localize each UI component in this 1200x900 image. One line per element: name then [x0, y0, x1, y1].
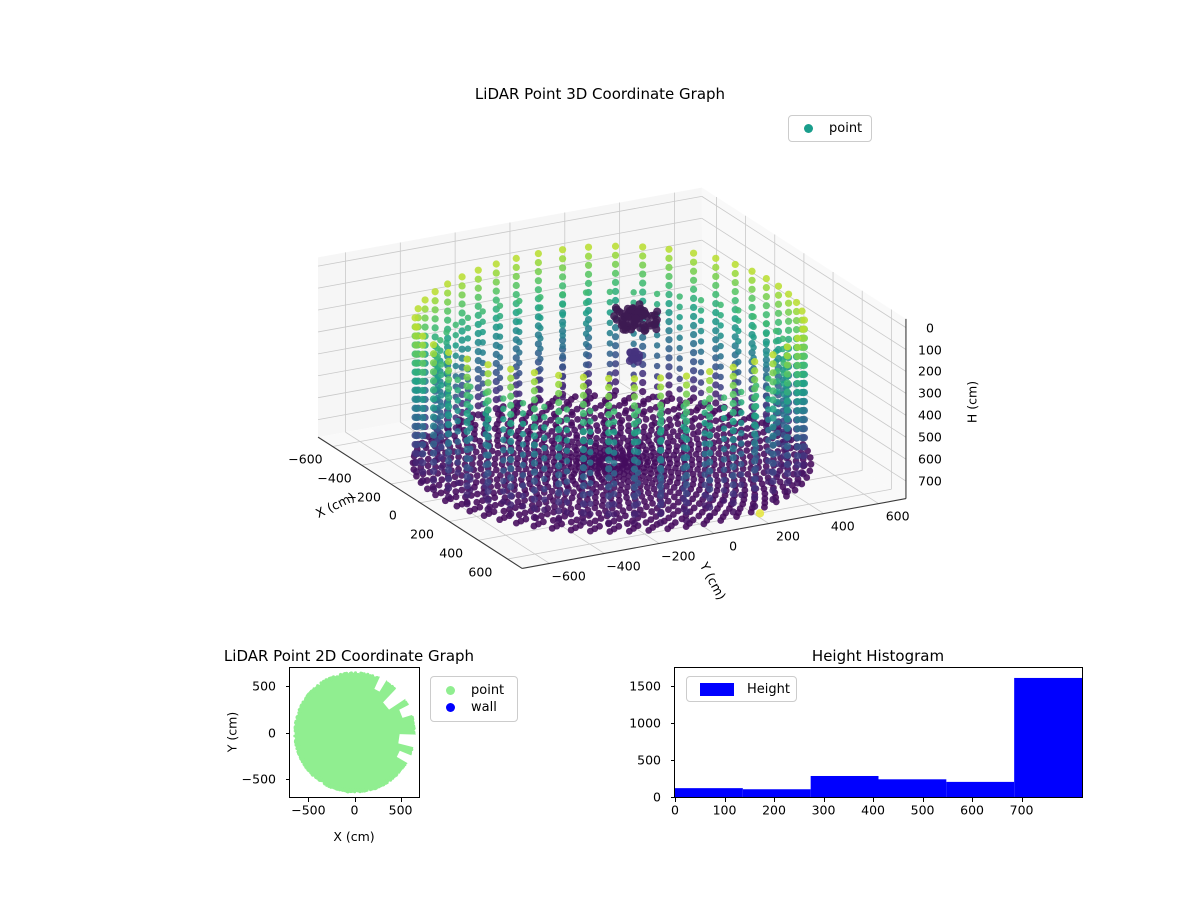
legend-entry-point: point — [798, 121, 862, 136]
plot3d-ztick: 600 — [918, 451, 942, 467]
plot3d-ztick: 200 — [918, 363, 942, 379]
histogram-xtick: 0 — [671, 802, 679, 818]
plot2d-xtick: 0 — [350, 802, 359, 818]
plot3d-zlabel: H (cm) — [964, 381, 980, 424]
plot3d-ytick: −600 — [551, 568, 586, 584]
histogram-xtick: 400 — [861, 802, 885, 818]
plot2d-canvas — [293, 671, 417, 794]
plot3d-ztick: 500 — [918, 429, 942, 445]
plot2d-xlabel: X (cm) — [333, 829, 375, 844]
histogram-legend[interactable]: Height — [686, 676, 797, 702]
histogram-ytickmark — [670, 760, 674, 762]
histogram-xtick: 300 — [811, 802, 836, 818]
histogram-ytick: 1500 — [629, 678, 661, 694]
histogram-xtickmark — [1021, 798, 1023, 802]
plot2d-axes[interactable] — [289, 667, 420, 798]
histogram-ytick: 0 — [653, 789, 661, 805]
plot3d-xtick: 0 — [388, 507, 397, 523]
histogram-xtickmark — [972, 798, 974, 802]
histogram-xtick: 200 — [762, 802, 786, 818]
plot2d-ytick: 0 — [268, 725, 276, 740]
plot2d-ytickmark — [285, 732, 289, 734]
legend-marker-height — [700, 682, 734, 696]
plot2d-ytick: 500 — [252, 678, 276, 694]
plot3d-ztick: 400 — [918, 407, 942, 423]
plot3d-xtick: 200 — [410, 526, 434, 542]
plot2d-xtickmark — [308, 798, 310, 802]
histogram-ytickmark — [670, 723, 674, 725]
plot2d-xtick: −500 — [291, 802, 326, 818]
plot3d-ytick: −400 — [606, 558, 641, 574]
histogram-xtick: 500 — [910, 802, 935, 818]
histogram-ytickmark — [670, 797, 674, 798]
histogram-xtickmark — [823, 798, 825, 802]
plot3d-xtick: −600 — [288, 451, 323, 467]
plot2d-xtickmark — [400, 798, 402, 802]
legend-entry-wall: wall — [440, 699, 508, 716]
histogram-ytickmark — [670, 686, 674, 688]
plot3d-ztick: 100 — [918, 342, 942, 358]
histogram-xtickmark — [774, 798, 776, 802]
legend-entry-height: Height — [696, 681, 790, 697]
plot3d-canvas — [317, 192, 907, 569]
plot2d-ytickmark — [285, 778, 289, 780]
plot3d-ztick: 0 — [925, 320, 934, 336]
legend-marker-wall — [446, 703, 455, 712]
plot3d-ztick: 700 — [918, 473, 942, 489]
plot3d-ytick: 200 — [776, 528, 800, 544]
plot3d-ytick: −200 — [661, 548, 696, 564]
plot2d-xtickmark — [354, 798, 356, 802]
histogram-xtickmark — [922, 798, 924, 802]
legend-marker-point — [446, 686, 455, 695]
histogram-xtick: 600 — [960, 802, 985, 818]
legend-entry-point: point — [440, 682, 508, 699]
plot3d-title: LiDAR Point 3D Coordinate Graph — [474, 85, 726, 103]
legend-marker-point — [804, 124, 813, 133]
histogram-xtickmark — [873, 798, 875, 802]
plot2d-title: LiDAR Point 2D Coordinate Graph — [223, 647, 475, 665]
plot3d-ytick: 0 — [729, 538, 738, 554]
plot3d-xtick: −200 — [346, 489, 381, 504]
plot2d-legend[interactable]: point wall — [430, 676, 518, 722]
histogram-ytick: 500 — [637, 752, 661, 768]
plot3d-ytick: 600 — [885, 508, 910, 524]
plot2d-xtick: 500 — [388, 802, 413, 818]
histogram-title: Height Histogram — [811, 647, 945, 665]
legend-label-height: Height — [747, 681, 790, 697]
plot2d-ytickmark — [285, 686, 289, 688]
histogram-xtick: 100 — [712, 802, 737, 818]
histogram-ytick: 1000 — [629, 715, 661, 731]
plot3d-xtick: −400 — [317, 470, 352, 486]
histogram-canvas — [675, 677, 1082, 797]
legend-label-wall: wall — [471, 700, 497, 715]
plot3d-xtick: 600 — [468, 564, 493, 580]
histogram-xtick: 700 — [1009, 802, 1034, 818]
histogram-xtickmark — [675, 798, 676, 802]
plot2d-ytick: −500 — [241, 771, 276, 787]
plot3d-legend[interactable]: point — [788, 115, 872, 142]
plot3d-ytick: 400 — [830, 518, 855, 534]
plot2d-ylabel: Y (cm) — [224, 711, 240, 753]
legend-label-point: point — [471, 683, 505, 698]
legend-label-point: point — [829, 121, 863, 136]
plot3d-ztick: 300 — [918, 385, 942, 401]
plot3d-xtick: 400 — [439, 545, 464, 561]
plot3d-axes[interactable] — [0, 0, 1200, 640]
histogram-xtickmark — [724, 798, 726, 802]
